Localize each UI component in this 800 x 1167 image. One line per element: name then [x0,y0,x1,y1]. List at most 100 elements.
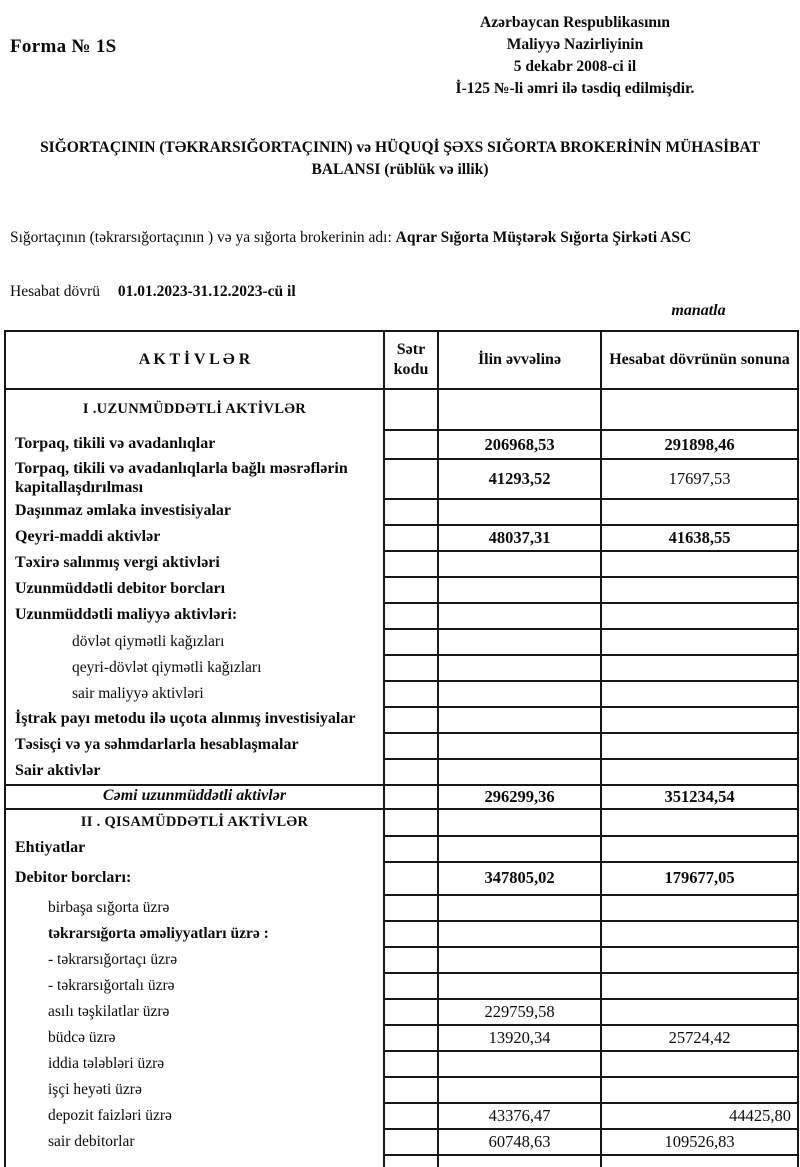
row-label: Daşınmaz əmlaka investisiyalar [4,498,385,525]
row-value-year-start [437,1153,602,1167]
row-value-period-end [600,705,799,734]
table-row: büdcə üzrə 13920,34 25724,42 [4,1023,799,1052]
row-line-code-cell [383,1153,439,1167]
table-row: Debitor borcları: 347805,02 179677,05 [4,860,799,896]
table-row: sair maliyyə aktivləri [4,679,799,708]
row-label: sair debitorlar [4,1128,385,1155]
column-header-line-code: Sətr kodu [383,330,439,390]
insurer-line: Sığortaçının (təkrarsığortaçının ) və ya… [10,229,798,247]
row-value-period-end [600,731,799,760]
row-value-period-end [600,575,799,604]
row-line-code-cell [383,1127,439,1156]
header-row: A K T İ V L Ə R Sətr kodu İlin əvvəlinə … [4,330,799,390]
table-row: depozit faizləri üzrə 43376,47 44425,80 [4,1101,799,1130]
approval-line: 5 dekabr 2008-ci il [513,58,637,75]
row-line-code-cell [383,971,439,1000]
row-label: İştrak payı metodu ilə uçota alınmış inv… [4,706,385,733]
table-row: iddia tələbləri üzrə [4,1049,799,1078]
balance-table-header: A K T İ V L Ə R Sətr kodu İlin əvvəlinə … [4,330,799,390]
row-line-code-cell [383,1049,439,1078]
balance-table: A K T İ V L Ə R Sətr kodu İlin əvvəlinə … [4,330,799,1167]
row-line-code-cell [383,834,439,863]
table-row: qeyri-dövlət qiymətli kağızları [4,653,799,682]
row-line-code-cell [383,705,439,734]
table-row: Təsisçi və ya səhmdarlarla hesablaşmalar [4,731,799,760]
row-label: - təkrarsığortaçı üzrə [4,946,385,973]
approval-line: Azərbaycan Respublikasının [480,14,670,31]
row-value-year-start: 229759,58 [437,997,602,1026]
column-header-assets: A K T İ V L Ə R [4,330,385,390]
row-value-year-start: 347805,02 [437,860,602,896]
balance-table-body: I .UZUNMÜDDƏTLİ AKTİVLƏR Torpaq, tikili v… [4,388,799,1167]
row-label: Cəmi uzunmüddətli aktivlər [4,783,385,810]
row-label: qeyri-dövlət qiymətli kağızları [4,654,385,681]
row-line-code-cell [383,807,439,837]
row-value-year-start: 43376,47 [437,1101,602,1130]
row-label: iddia tələbləri üzrə [4,1050,385,1077]
row-label: I .UZUNMÜDDƏTLİ AKTİVLƏR [4,389,385,430]
row-label: sair maliyyə aktivləri [4,680,385,707]
row-line-code-cell [383,919,439,948]
row-value-period-end: 109526,83 [600,1127,799,1156]
row-label: dövlət qiymətli kağızları [4,628,385,655]
row-label: Uzunmüddətli maliyyə aktivləri: [4,602,385,629]
row-value-period-end [600,1075,799,1104]
row-value-year-start [437,893,602,922]
row-line-code-cell [383,1075,439,1104]
row-value-period-end [600,653,799,682]
row-value-period-end [600,497,799,526]
table-row: Uzunmüddətli debitor borcları [4,575,799,604]
row-value-year-start [437,575,602,604]
row-value-year-start [437,807,602,837]
row-label: Uzunmüddətli debitor borcları [4,576,385,603]
column-header-period-end: Hesabat dövrünün sonuna [600,330,799,390]
row-line-code-cell [383,860,439,896]
row-value-period-end [600,627,799,656]
row-value-period-end [600,549,799,578]
table-row: Torpaq, tikili və avadanlıqlarla bağlı m… [4,458,799,500]
row-value-period-end [600,971,799,1000]
insurer-label: Sığortaçının (təkrarsığortaçının ) və ya… [10,229,392,246]
row-label: Torpaq, tikili və avadanlıqlar [4,430,385,459]
row-label: Debitor borcları: [4,861,385,895]
row-value-year-start: 13920,34 [437,1023,602,1052]
table-row: asılı təşkilatlar üzrə 229759,58 [4,997,799,1026]
row-value-year-start [437,919,602,948]
row-line-code-cell [383,945,439,974]
row-line-code-cell [383,731,439,760]
page-title: SIĞORTAÇININ (TƏKRARSIĞORTAÇININ) və HÜQ… [40,139,760,178]
row-value-period-end [600,757,799,786]
row-line-code-cell [383,575,439,604]
report-period-value: 01.01.2023-31.12.2023-cü il [117,283,296,300]
table-row: Sair aktivlər [4,757,799,786]
row-value-year-start: 206968,53 [437,429,602,460]
report-period-label: Hesabat dövrü [10,283,100,300]
table-row: II . QISAMÜDDƏTLİ AKTİVLƏR [4,807,799,837]
row-value-year-start [437,1075,602,1104]
table-row [4,1153,799,1167]
table-row: dövlət qiymətli kağızları [4,627,799,656]
row-value-period-end: 25724,42 [600,1023,799,1052]
row-line-code-cell [383,757,439,786]
row-value-year-start [437,653,602,682]
row-label: Qeyri-maddi aktivlər [4,524,385,551]
row-label: birbaşa sığorta üzrə [4,894,385,921]
row-line-code-cell [383,549,439,578]
table-row: İştrak payı metodu ilə uçota alınmış inv… [4,705,799,734]
insurer-name: Aqrar Sığorta Müştərək Sığorta Şirkəti A… [395,229,692,246]
row-line-code-cell [383,997,439,1026]
approval-line: Maliyyə Nazirliyinin [506,36,644,53]
row-line-code-cell [383,653,439,682]
row-value-year-start [437,497,602,526]
row-value-period-end: 41638,55 [600,523,799,552]
row-label [4,1154,385,1167]
row-line-code-cell [383,388,439,431]
row-value-period-end [600,893,799,922]
row-value-period-end [600,807,799,837]
row-value-period-end [600,997,799,1026]
balance-table-container: A K T İ V L Ə R Sətr kodu İlin əvvəlinə … [4,330,799,1167]
row-value-year-start [437,945,602,974]
row-value-period-end [600,1153,799,1167]
row-label: Sair aktivlər [4,758,385,785]
